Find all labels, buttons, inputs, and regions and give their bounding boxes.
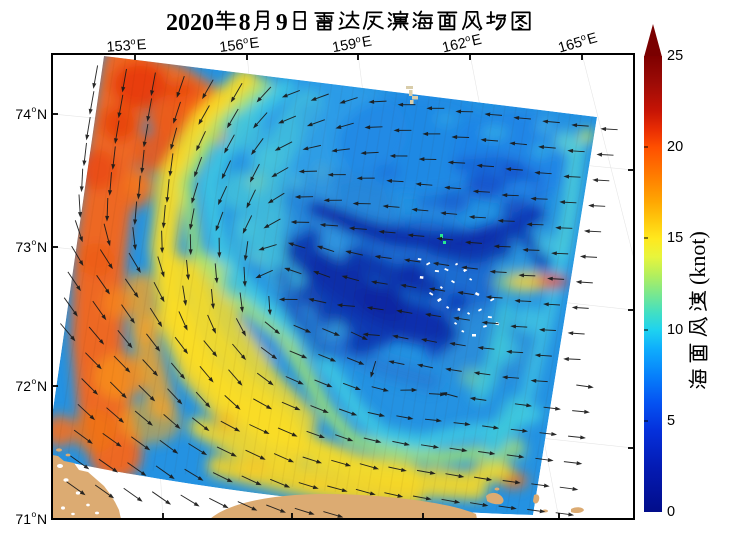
- svg-text:2020: 2020: [166, 10, 214, 36]
- svg-text:o: o: [355, 34, 362, 45]
- svg-text:73: 73: [15, 239, 31, 255]
- svg-text:162: 162: [441, 35, 468, 56]
- svg-text:o: o: [130, 36, 136, 46]
- svg-text:156: 156: [219, 37, 245, 56]
- svg-text:N: N: [37, 378, 47, 394]
- svg-text:9: 9: [276, 10, 288, 36]
- svg-text:o: o: [579, 32, 587, 43]
- svg-text:0: 0: [667, 504, 675, 520]
- svg-text:5: 5: [667, 413, 675, 429]
- svg-text:o: o: [32, 509, 37, 519]
- svg-text:o: o: [464, 33, 471, 44]
- svg-text:o: o: [32, 237, 37, 247]
- svg-text:N: N: [37, 239, 47, 255]
- svg-text:15: 15: [667, 230, 683, 246]
- svg-text:o: o: [242, 35, 248, 46]
- svg-text:10: 10: [667, 322, 683, 338]
- svg-text:71: 71: [15, 511, 31, 527]
- svg-text:159: 159: [331, 36, 358, 56]
- svg-text:o: o: [32, 376, 37, 386]
- svg-text:153: 153: [106, 38, 131, 56]
- svg-text:74: 74: [15, 106, 31, 122]
- svg-text:E: E: [585, 30, 599, 48]
- svg-text:N: N: [37, 106, 47, 122]
- svg-text:72: 72: [15, 378, 31, 394]
- svg-text:o: o: [32, 104, 37, 114]
- svg-text:N: N: [37, 511, 47, 527]
- svg-text:25: 25: [667, 48, 683, 64]
- svg-text:(knot): (knot): [685, 231, 710, 285]
- svg-text:E: E: [248, 35, 260, 52]
- svg-text:E: E: [136, 37, 147, 54]
- svg-text:E: E: [470, 32, 483, 50]
- svg-text:165: 165: [556, 34, 584, 56]
- svg-text:20: 20: [667, 139, 683, 155]
- svg-text:8: 8: [239, 10, 251, 36]
- svg-text:E: E: [361, 33, 374, 50]
